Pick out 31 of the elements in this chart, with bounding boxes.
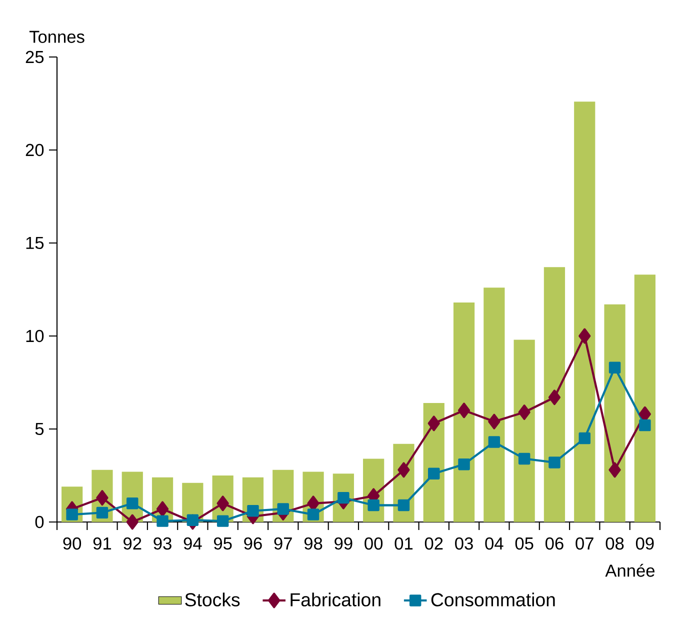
y-tick-label: 25	[26, 50, 44, 64]
x-tick-label: 01	[394, 537, 413, 550]
x-tick-label: 99	[334, 537, 352, 550]
x-tick-label: 90	[63, 537, 82, 550]
x-tick-label: 02	[424, 537, 443, 550]
x-tick-label: 95	[214, 537, 232, 550]
legend-label: Consommation	[431, 592, 555, 606]
y-tick-label: 0	[35, 516, 44, 528]
x-tick-label: 03	[455, 537, 473, 550]
x-tick-label: 04	[485, 537, 504, 550]
x-tick-label: 93	[154, 537, 172, 550]
x-tick-label: 94	[184, 537, 202, 550]
x-tick-label: 92	[124, 537, 142, 550]
x-tick-label: 06	[546, 537, 564, 550]
y-tick-label: 5	[35, 422, 44, 436]
y-tick-label: 15	[26, 236, 44, 250]
x-tick-label: 00	[364, 537, 383, 550]
x-tick-label: 97	[274, 537, 292, 550]
y-axis-title: Tonnes	[29, 30, 84, 43]
x-tick-label: 07	[576, 537, 594, 550]
x-tick-label: 91	[93, 537, 112, 550]
legend-label: Fabrication	[290, 592, 380, 606]
x-axis-title: Année	[605, 564, 655, 577]
x-tick-label: 08	[606, 537, 624, 550]
x-tick-label: 09	[636, 537, 654, 550]
y-tick-label: 20	[26, 144, 44, 156]
legend-label: Stocks	[185, 592, 240, 606]
x-tick-label: 98	[304, 537, 322, 550]
x-tick-label: 05	[515, 537, 534, 550]
y-tick-label: 10	[26, 330, 44, 342]
x-tick-label: 96	[244, 537, 262, 550]
